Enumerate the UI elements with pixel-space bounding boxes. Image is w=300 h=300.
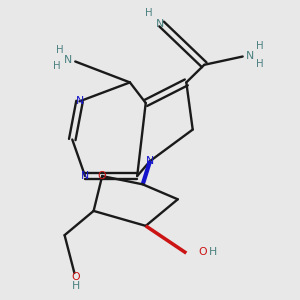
Text: N: N <box>146 156 154 166</box>
Text: H: H <box>145 8 153 19</box>
Text: H: H <box>72 281 80 291</box>
Text: O: O <box>198 248 207 257</box>
Text: N: N <box>246 51 254 61</box>
Text: N: N <box>81 171 89 181</box>
Text: H: H <box>256 59 264 69</box>
Text: H: H <box>209 248 217 257</box>
Text: H: H <box>53 61 61 71</box>
Text: H: H <box>56 45 64 55</box>
Text: O: O <box>98 171 106 181</box>
Text: N: N <box>64 55 72 65</box>
Text: H: H <box>256 41 264 51</box>
Text: N: N <box>156 19 164 29</box>
Text: O: O <box>72 272 80 282</box>
Text: N: N <box>75 96 84 106</box>
